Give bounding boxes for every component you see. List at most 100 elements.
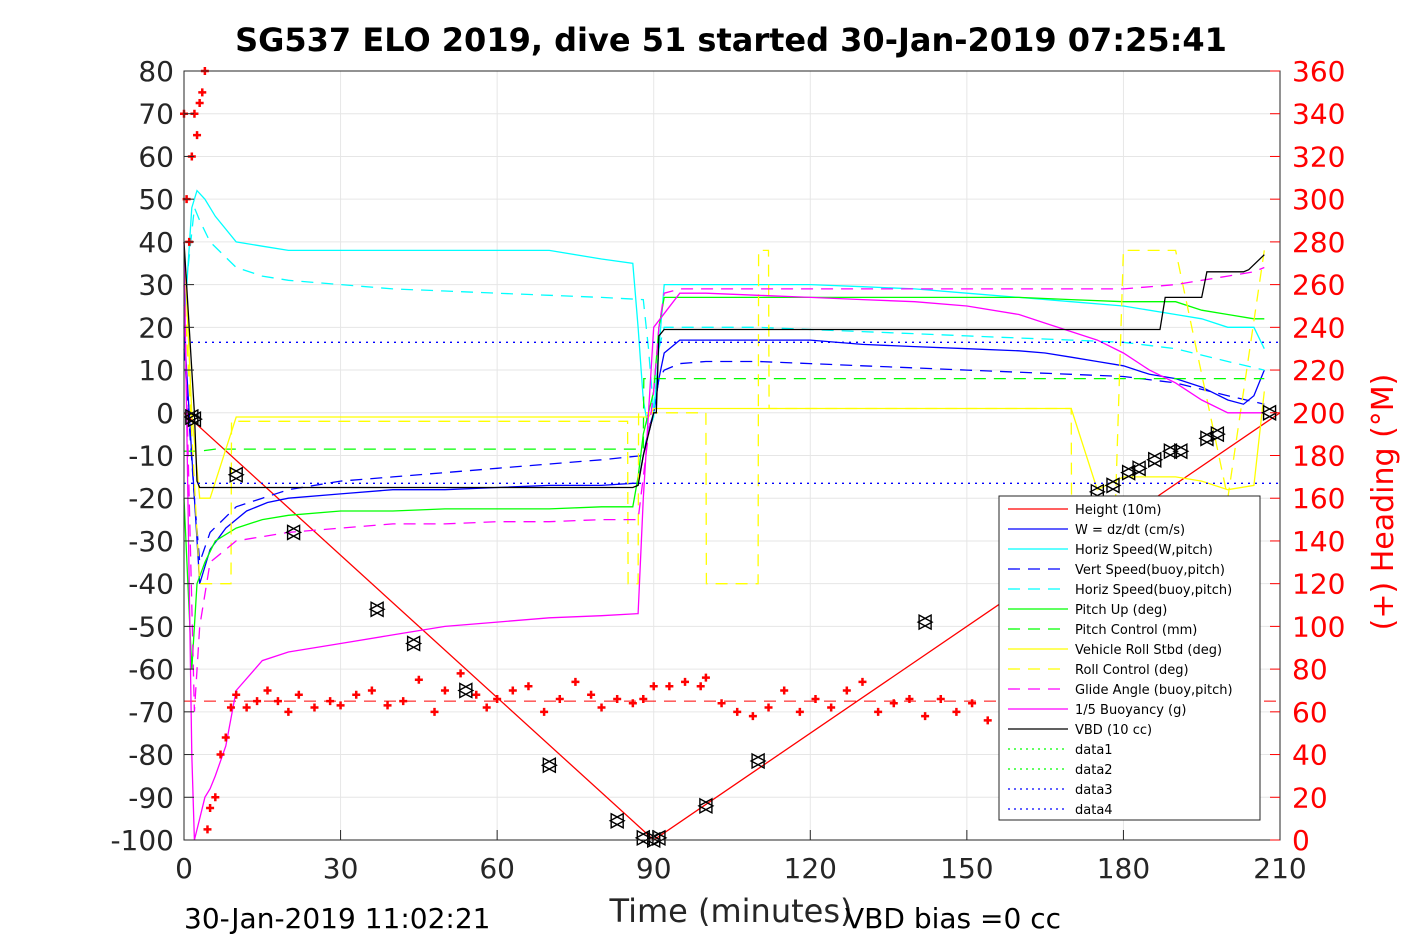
heading-marker (206, 803, 215, 812)
dive-marker-left (285, 524, 301, 541)
series-line-10 (183, 266, 1265, 712)
dive-marker-left (916, 613, 932, 631)
heading-marker (681, 677, 690, 686)
y-tick-label: 40 (138, 226, 174, 259)
legend-label: data3 (1075, 783, 1113, 798)
heading-marker (195, 99, 204, 108)
heading-marker (221, 733, 230, 742)
series-line-6 (183, 296, 1265, 670)
heading-marker (795, 707, 804, 716)
y2-tick-label: 340 (1292, 98, 1345, 131)
heading-marker (905, 695, 914, 704)
y-tick-label: -90 (128, 781, 174, 814)
heading-marker (968, 699, 977, 708)
heading-marker (508, 686, 517, 695)
heading-marker (273, 697, 282, 706)
y-tick-label: -50 (128, 610, 174, 643)
y2-tick-label: 360 (1292, 55, 1345, 88)
legend: Height (10m) W = dz/dt (cm/s) Horiz Speed(… (998, 495, 1261, 821)
heading-marker (889, 699, 898, 708)
heading-marker (555, 695, 564, 704)
y-tick-label: -20 (128, 482, 174, 515)
heading-marker (540, 707, 549, 716)
series-line-8 (183, 241, 1265, 499)
heading-marker (310, 703, 319, 712)
heading-marker (440, 686, 449, 695)
series-line-7 (184, 377, 1265, 452)
legend-label: Roll Control (deg) (1075, 663, 1189, 678)
dive-marker-left (1104, 477, 1120, 494)
x-tick-label: 210 (1253, 852, 1306, 885)
chart-title: SG537 ELO 2019, dive 51 started 30-Jan-2… (235, 21, 1227, 59)
heading-marker (649, 682, 658, 691)
x-tick-label: 90 (636, 852, 672, 885)
heading-marker (336, 701, 345, 710)
heading-marker (326, 697, 335, 706)
legend-label: data2 (1075, 763, 1113, 778)
dive-marker-left (1120, 464, 1136, 481)
dive-marker-left (405, 635, 421, 652)
heading-marker (571, 677, 580, 686)
dive-marker-left (1198, 430, 1214, 447)
heading-marker (367, 686, 376, 695)
y2-tick-label: 100 (1292, 610, 1345, 643)
y2-tick-label: 220 (1292, 354, 1345, 387)
heading-marker (748, 712, 757, 721)
dive-marker-left (608, 812, 624, 829)
heading-marker (242, 703, 251, 712)
heading-marker (952, 707, 961, 716)
y2-tick-label: 60 (1292, 696, 1328, 729)
y2-tick-label: 240 (1292, 311, 1345, 344)
heading-marker (414, 675, 423, 684)
heading-marker (811, 695, 820, 704)
heading-marker (921, 712, 930, 721)
heading-marker (294, 690, 303, 699)
heading-marker (399, 697, 408, 706)
heading-marker (733, 707, 742, 716)
legend-label: 1/5 Buoyancy (g) (1075, 703, 1186, 718)
y-tick-label: -70 (128, 696, 174, 729)
y-tick-label: 70 (138, 98, 174, 131)
x-tick-label: 30 (323, 852, 359, 885)
heading-markers (180, 67, 1024, 834)
legend-label: Vehicle Roll Stbd (deg) (1075, 643, 1222, 658)
x-tick-label: 0 (175, 852, 193, 885)
heading-marker (226, 703, 235, 712)
right-y-axis-ticks: 3603403203002802602402202001801601401201… (1270, 55, 1345, 857)
heading-marker (842, 686, 851, 695)
legend-label: Pitch Up (deg) (1075, 603, 1167, 618)
y2-tick-label: 200 (1292, 397, 1345, 430)
heading-marker (858, 677, 867, 686)
legend-label: Glide Angle (buoy,pitch) (1075, 683, 1233, 698)
dive-marker-left (1208, 425, 1225, 443)
legend-label: data1 (1075, 743, 1113, 758)
legend-label: Pitch Control (mm) (1075, 623, 1197, 638)
y-tick-label: -10 (128, 440, 174, 473)
left-y-axis-ticks: 80 70 60 50 40 30 20 10 0 -10 -20 -30 -40 -50 -60 -70 -8… (110, 55, 194, 857)
dive-marker-left (1172, 443, 1188, 460)
heading-marker (874, 707, 883, 716)
y-tick-label: -40 (128, 568, 174, 601)
heading-marker (216, 750, 225, 759)
y2-tick-label: 320 (1292, 140, 1345, 173)
heading-marker (193, 131, 202, 140)
legend-label: Horiz Speed(W,pitch) (1075, 543, 1213, 558)
heading-marker (764, 703, 773, 712)
y2-tick-label: 140 (1292, 525, 1345, 558)
y2-tick-label: 260 (1292, 269, 1345, 302)
y-tick-label: 50 (138, 183, 174, 216)
dive-marker-left (650, 829, 666, 847)
y-tick-label: -30 (128, 525, 174, 558)
heading-marker (198, 88, 207, 97)
heading-marker (628, 699, 637, 708)
y-tick-label: 0 (156, 397, 174, 430)
y2-tick-label: 20 (1292, 781, 1328, 814)
series-line-12 (183, 241, 1265, 489)
heading-marker (232, 690, 241, 699)
heading-marker (639, 695, 648, 704)
x-axis-label: Time (minutes) (609, 892, 853, 930)
y2-tick-label: 280 (1292, 226, 1345, 259)
dive-marker-left (1146, 451, 1162, 468)
y-tick-label: -60 (128, 653, 174, 686)
